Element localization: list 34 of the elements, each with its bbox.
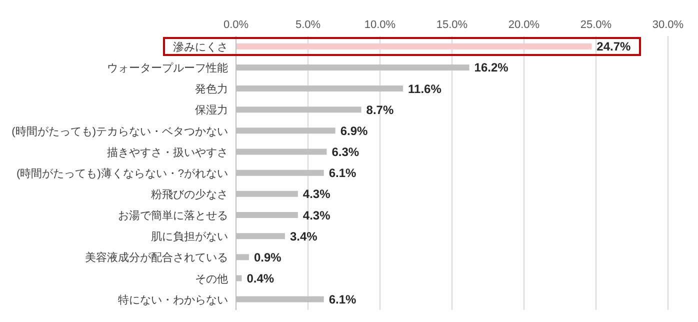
x-tick-label: 15.0% (436, 19, 468, 31)
data-label: 0.4% (246, 271, 274, 286)
data-label: 8.7% (366, 102, 394, 117)
data-label: 4.3% (302, 208, 331, 222)
x-tick-label: 25.0% (580, 19, 612, 31)
x-tick-label: 0.0% (223, 19, 249, 31)
data-label: 24.7% (596, 40, 632, 54)
y-tick-label: 保湿力 (195, 104, 228, 117)
y-tick-label: 描きやすさ・扱いやすさ (107, 146, 228, 159)
y-tick-label: (時間がたっても)テカらない・ベタつかない (12, 124, 228, 138)
x-tick-label: 10.0% (364, 19, 396, 31)
x-tick-label: 30.0% (652, 19, 684, 31)
data-label: 6.9% (340, 124, 368, 138)
data-label: 11.6% (408, 82, 442, 96)
x-tick-label: 5.0% (295, 19, 321, 31)
data-label: 3.4% (290, 229, 318, 244)
y-tick-label: 肌に負担がない (151, 231, 228, 244)
data-label: 6.1% (328, 292, 357, 307)
y-tick-label: 粉飛びの少なさ (151, 188, 228, 201)
y-tick-label: (時間がたっても)薄くならない・?がれない (16, 166, 228, 180)
y-tick-label: お湯で簡単に落とせる (118, 209, 228, 222)
y-tick-label: 発色力 (195, 82, 228, 96)
data-label: 16.2% (474, 60, 509, 75)
y-tick-label: その他 (195, 273, 228, 286)
x-tick-label: 20.0% (508, 19, 540, 31)
y-tick-label: 美容液成分が配合されている (85, 251, 228, 264)
data-label: 0.9% (254, 250, 282, 264)
y-tick-label: 滲みにくさ (173, 41, 228, 54)
data-label: 6.1% (328, 166, 357, 180)
y-tick-label: 特にない・わからない (118, 294, 228, 306)
data-label: 6.3% (332, 145, 360, 160)
data-label: 4.3% (302, 187, 331, 202)
y-tick-label: ウォータープルーフ性能 (107, 62, 228, 75)
bar (236, 43, 592, 50)
